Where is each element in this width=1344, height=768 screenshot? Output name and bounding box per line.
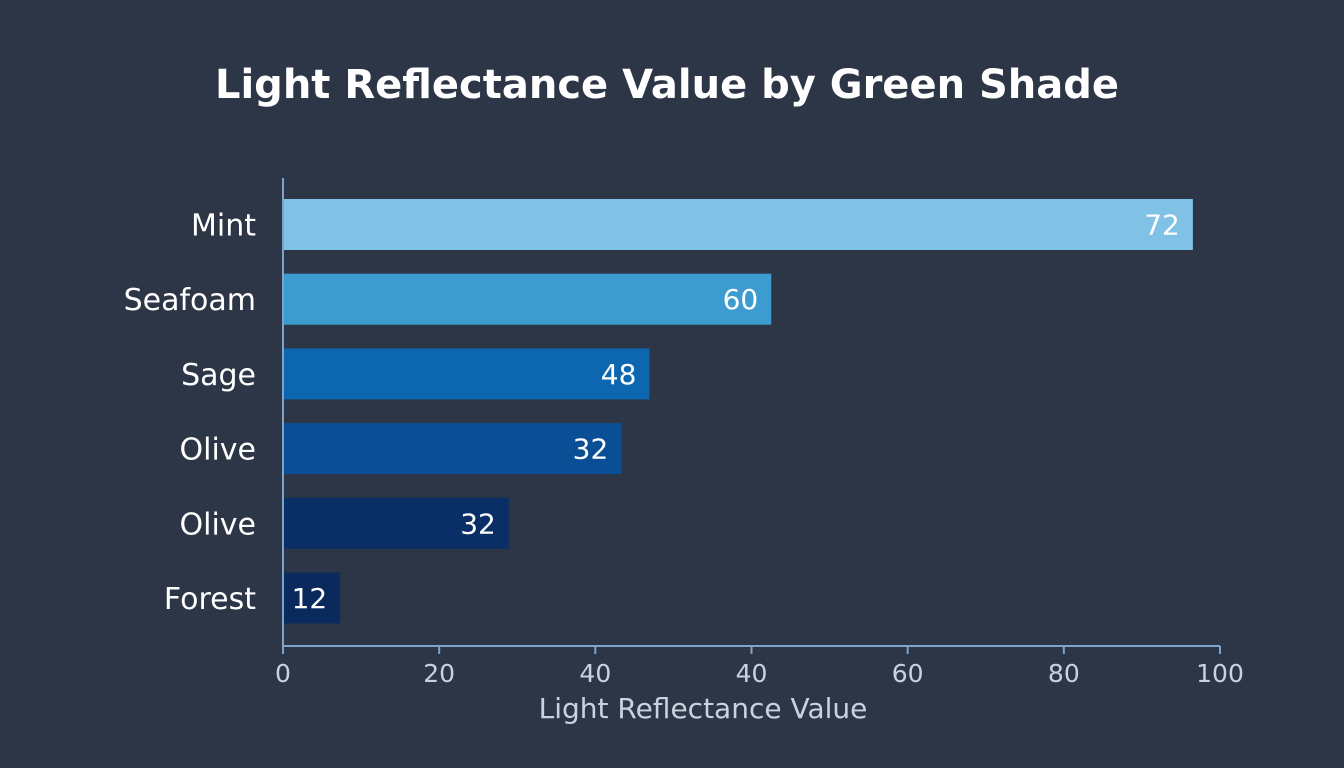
- bar: [284, 273, 772, 325]
- bar: [284, 497, 509, 549]
- x-tick-label: 40: [736, 659, 768, 688]
- chart-title: Light Reflectance Value by Green Shade: [214, 62, 1120, 108]
- x-tick-label: 80: [1048, 659, 1080, 688]
- category-label: Sage: [181, 358, 256, 393]
- x-axis-title: Light Reflectance Value: [539, 692, 868, 725]
- bar: [284, 199, 1193, 250]
- data-label: 32: [573, 433, 609, 466]
- bar: [284, 423, 622, 475]
- category-label: Olive: [180, 433, 257, 468]
- data-label: 12: [292, 582, 328, 615]
- category-label: Forest: [164, 582, 256, 617]
- bar: [284, 348, 650, 400]
- category-label: Mint: [191, 209, 256, 244]
- data-label: 72: [1144, 209, 1180, 242]
- x-tick-label: 40: [579, 659, 611, 688]
- x-tick-label: 60: [892, 659, 924, 688]
- category-label: Seafoam: [124, 283, 256, 318]
- bar: [284, 572, 341, 624]
- data-label: 32: [460, 507, 496, 540]
- data-label: 60: [723, 283, 759, 316]
- category-label: Olive: [180, 507, 257, 542]
- x-tick-label: 100: [1196, 659, 1244, 688]
- data-label: 48: [601, 358, 637, 391]
- x-tick-label: 20: [423, 659, 455, 688]
- x-tick-label: 0: [275, 659, 291, 688]
